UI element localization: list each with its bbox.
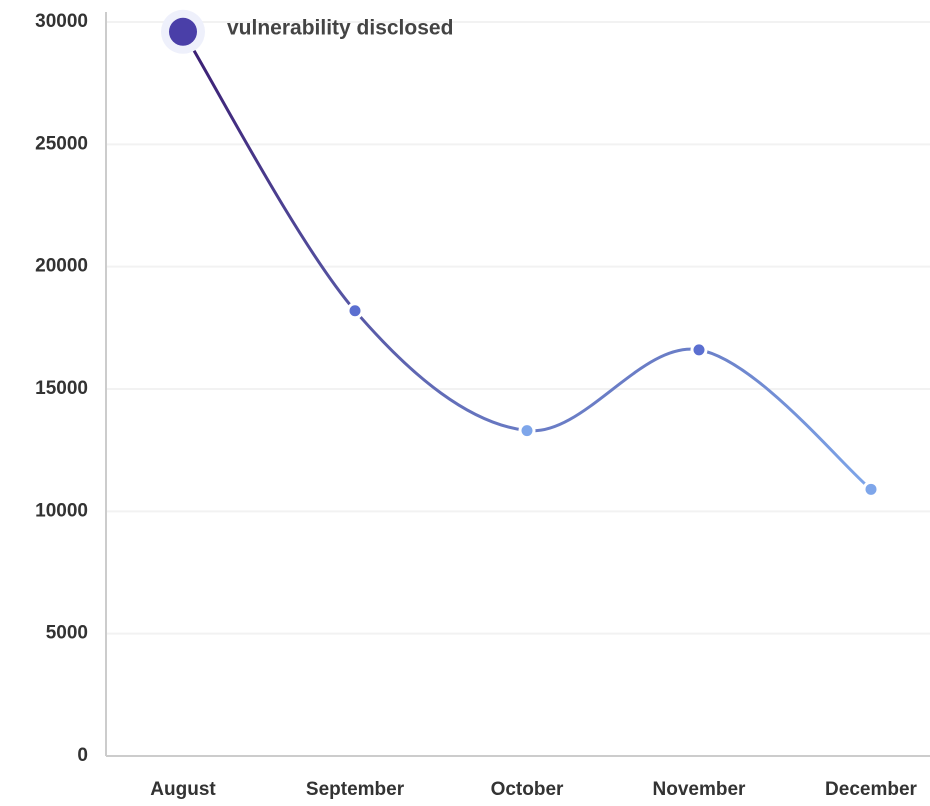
x-tick-label: December — [825, 779, 917, 800]
y-tick-label: 20000 — [35, 256, 88, 277]
point — [690, 341, 708, 359]
line — [181, 30, 872, 491]
y-tick-label: 10000 — [35, 500, 88, 521]
x-tick-label: October — [491, 779, 564, 800]
x-tick-label: September — [306, 779, 405, 800]
point — [862, 480, 880, 498]
x-tick-label: November — [653, 779, 747, 800]
y-tick-label: 25000 — [35, 133, 88, 154]
point — [518, 422, 536, 440]
y-tick-label: 5000 — [46, 623, 88, 644]
point — [346, 302, 364, 320]
y-tick-label: 15000 — [35, 378, 88, 399]
annotation: vulnerability disclosed — [227, 16, 453, 39]
y-tick-label: 30000 — [35, 11, 88, 32]
x-tick-label: August — [150, 779, 216, 800]
y-tick-label: 0 — [77, 745, 88, 766]
point — [169, 17, 197, 46]
